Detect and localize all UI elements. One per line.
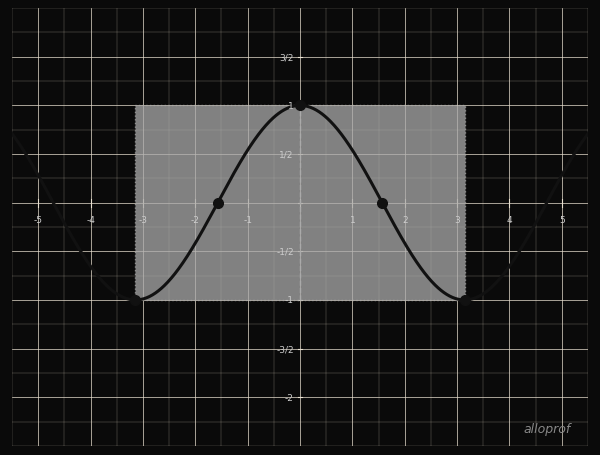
Point xyxy=(131,297,140,304)
Text: -2: -2 xyxy=(191,216,200,225)
Text: 5: 5 xyxy=(559,216,565,225)
Text: 4: 4 xyxy=(506,216,512,225)
Text: 1: 1 xyxy=(288,101,294,111)
Text: -3: -3 xyxy=(139,216,148,225)
Bar xyxy=(136,106,464,300)
Text: alloprof: alloprof xyxy=(523,422,571,435)
Text: 1/2: 1/2 xyxy=(280,150,294,159)
Text: 1: 1 xyxy=(349,216,355,225)
Text: -5: -5 xyxy=(34,216,43,225)
Text: -1/2: -1/2 xyxy=(276,247,294,256)
Text: -1: -1 xyxy=(285,296,294,305)
Text: -3/2: -3/2 xyxy=(276,344,294,354)
Point xyxy=(377,200,387,207)
Text: 3/2: 3/2 xyxy=(280,53,294,62)
Text: -1: -1 xyxy=(243,216,252,225)
Text: -4: -4 xyxy=(86,216,95,225)
Text: 2: 2 xyxy=(402,216,407,225)
Text: 3: 3 xyxy=(454,216,460,225)
Text: -2: -2 xyxy=(285,393,294,402)
Point xyxy=(460,297,469,304)
Point xyxy=(295,102,305,110)
Point xyxy=(213,200,223,207)
